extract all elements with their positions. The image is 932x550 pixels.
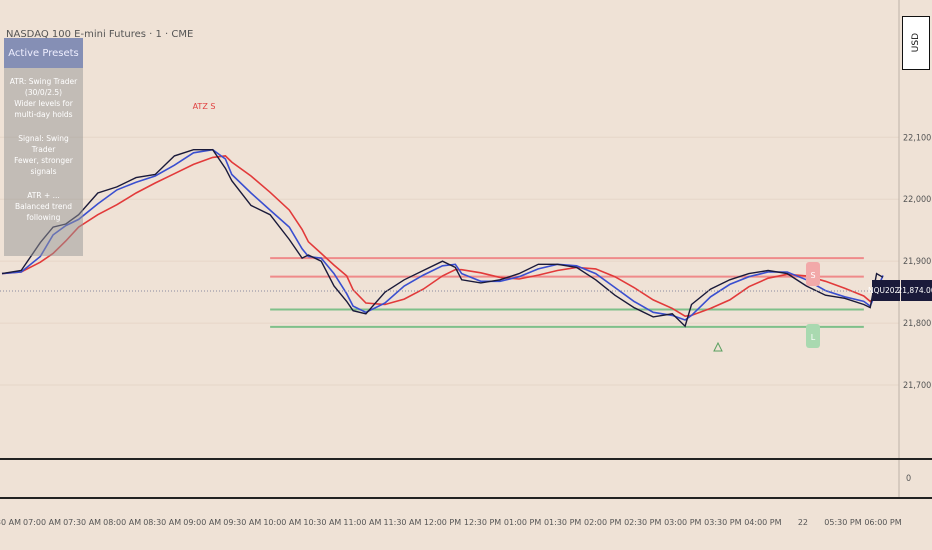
- y-tick-label: 22,100.00: [903, 133, 932, 143]
- x-tick-label: 02:00 PM: [584, 518, 621, 527]
- preset-atr-line: ATR: Swing Trader (30/0/2.5): [9, 77, 78, 97]
- atr-levels: [270, 257, 864, 328]
- x-tick-label: 22: [798, 518, 808, 527]
- short-level-label: S: [810, 271, 815, 280]
- ticker-symbol-tag: NQU2025: [868, 280, 904, 301]
- x-tick-label: 01:30 PM: [544, 518, 581, 527]
- preset-combo-desc: Balanced trend following: [14, 202, 73, 222]
- x-tick-label: 03:30 PM: [704, 518, 741, 527]
- y-tick-label: 21,800.00: [903, 319, 932, 329]
- x-tick-label: 09:00 AM: [183, 518, 221, 527]
- x-tick-label: 02:30 PM: [624, 518, 661, 527]
- currency-selector[interactable]: USD: [902, 16, 930, 70]
- x-tick-label: 07:00 AM: [23, 518, 61, 527]
- x-tick-label: 12:30 PM: [464, 518, 501, 527]
- x-tick-label: 08:30 AM: [143, 518, 181, 527]
- x-tick-label: 07:30 AM: [63, 518, 101, 527]
- preset-signal-line: Signal: Swing Trader: [18, 134, 69, 154]
- x-tick-label: 05:30 PM: [824, 518, 861, 527]
- x-tick-label: 09:30 AM: [223, 518, 261, 527]
- preset-combo-line: ATR + ...: [27, 191, 60, 200]
- lower-pane-tick: 0: [906, 474, 911, 484]
- currency-label: USD: [911, 33, 921, 53]
- chart-title[interactable]: NASDAQ 100 E-mini Futures · 1 · CME: [6, 29, 194, 40]
- price-line: [1, 149, 884, 328]
- x-tick-label: 06:30 AM: [0, 518, 21, 527]
- y-tick-label: 21,900.00: [903, 257, 932, 267]
- active-presets-panel: Active Presets ATR: Swing Trader (30/0/2…: [4, 38, 83, 256]
- long-level-marker: [806, 324, 820, 348]
- buy-signal-triangle-icon: [713, 341, 723, 352]
- last-price-tag: 21,874.00: [897, 280, 932, 301]
- grid: [0, 136, 899, 386]
- x-tick-label: 08:00 AM: [103, 518, 141, 527]
- x-tick-label: 12:00 PM: [424, 518, 461, 527]
- x-tick-label: 11:30 AM: [383, 518, 421, 527]
- preset-panel-header: Active Presets: [4, 38, 83, 68]
- preset-atr-desc: Wider levels for multi-day holds: [14, 99, 73, 119]
- x-tick-label: 10:00 AM: [263, 518, 301, 527]
- x-tick-label: 06:00 PM: [864, 518, 901, 527]
- preset-signal-desc: Fewer, stronger signals: [14, 156, 73, 176]
- x-tick-label: 04:00 PM: [744, 518, 781, 527]
- x-tick-label: 11:00 AM: [343, 518, 381, 527]
- x-tick-label: 10:30 AM: [303, 518, 341, 527]
- x-tick-label: 01:00 PM: [504, 518, 541, 527]
- slow-ma-line: [1, 155, 884, 318]
- y-tick-label: 22,000.00: [903, 195, 932, 205]
- y-tick-label: 21,700.00: [903, 381, 932, 391]
- price-axis: 22,100.00 22,000.00 21,900.00 21,800.00 21,7…: [903, 133, 932, 391]
- fast-ma-line: [1, 148, 884, 321]
- sell-signal-label: ATZ S: [193, 102, 216, 111]
- x-tick-label: 03:00 PM: [664, 518, 701, 527]
- long-level-label: L: [811, 333, 816, 342]
- signal-markers: S L ATZ S: [193, 102, 820, 352]
- short-level-marker: [806, 262, 820, 286]
